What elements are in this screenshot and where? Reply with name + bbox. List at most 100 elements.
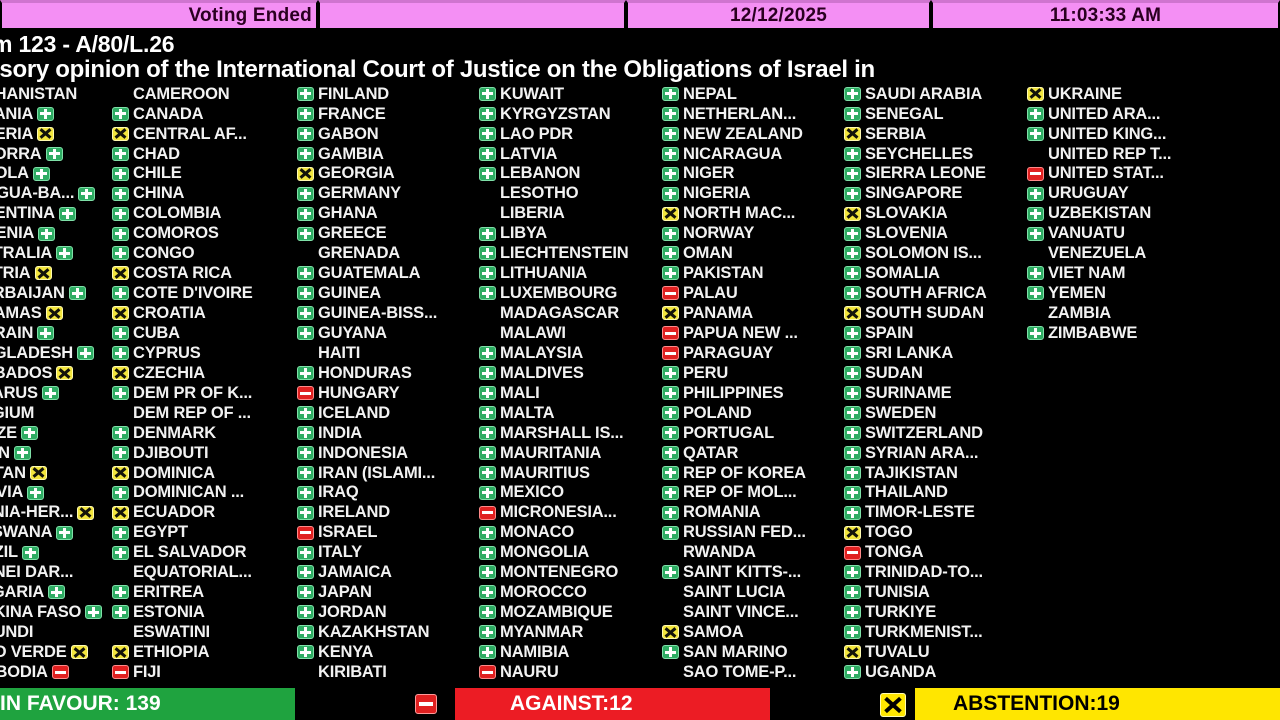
yes-vote-icon [112,106,129,121]
yes-vote-icon [112,346,129,361]
country-vote-row: TONGA [844,543,1027,563]
country-name: MBODIA [0,662,48,681]
abstention-vote-icon [1027,86,1044,101]
country-name: BO VERDE [0,642,67,661]
country-name: TIMOR-LESTE [865,503,975,522]
country-name: TRINIDAD-TO... [865,563,983,582]
country-name: UNEI DAR... [0,563,74,582]
country-vote-row: JAPAN [297,582,479,602]
country-vote-row: CONGO [112,244,297,264]
country-vote-row: SAINT VINCE... [662,602,844,622]
country-vote-row: KUWAIT [479,84,662,104]
country-vote-row: LIBERIA [479,204,662,224]
vote-column-5: SAUDI ARABIA SENEGAL SERBIA SEYCHELLES SIERR… [844,84,1027,680]
yes-vote-icon [662,425,679,440]
country-vote-row: LGARIA [0,582,112,602]
country-vote-row: DEM REP OF ... [112,403,297,423]
country-name: SYRIAN ARA... [865,443,979,462]
country-vote-row: LGIUM [0,403,112,423]
yes-vote-icon [662,465,679,480]
vote-column-2: FINLAND FRANCE GABON GAMBIA GEORGIA GERMANY GH… [297,84,479,680]
country-vote-row: UGANDA [844,662,1027,682]
country-vote-row: ZAMBIA [1027,303,1227,323]
country-name: CHINA [133,184,185,203]
country-vote-row: TOGO [844,523,1027,543]
country-name: NORWAY [683,224,755,243]
country-vote-row: SLOVENIA [844,224,1027,244]
country-name: KYRGYZSTAN [500,104,611,123]
country-vote-row: RUSSIAN FED... [662,523,844,543]
tally-against: AGAINST:12 [455,688,770,720]
country-vote-row: GEORGIA [297,164,479,184]
yes-vote-icon [297,226,314,241]
country-name: KENYA [318,642,374,661]
country-vote-row: MONACO [479,523,662,543]
yes-vote-icon [662,186,679,201]
country-vote-row: MONTENEGRO [479,563,662,583]
country-name: MYANMAR [500,623,584,642]
country-name: LIVIA [0,483,24,502]
country-vote-row: HAMAS [0,303,112,323]
country-vote-row: OMAN [662,244,844,264]
country-vote-row: GUATEMALA [297,263,479,283]
yes-vote-icon [45,146,63,161]
country-vote-row: GUINEA [297,283,479,303]
country-vote-row: RBADOS [0,363,112,383]
country-vote-row: KAZAKHSTAN [297,622,479,642]
not-voting-icon [479,187,496,201]
yes-vote-icon [844,405,861,420]
country-name: PAKISTAN [683,264,764,283]
yes-vote-icon [662,525,679,540]
country-vote-row: HAITI [297,343,479,363]
yes-vote-icon [479,565,496,580]
country-vote-row: NAURU [479,662,662,682]
yes-vote-icon [297,326,314,341]
country-vote-row: NEPAL [662,84,844,104]
country-name: EGYPT [133,523,188,542]
country-vote-row: GRENADA [297,244,479,264]
yes-vote-icon [479,286,496,301]
yes-vote-icon [662,106,679,121]
country-vote-row: NORTH MAC... [662,204,844,224]
country-vote-row: MALAYSIA [479,343,662,363]
country-vote-row: AZIL [0,543,112,563]
country-name: DJIBOUTI [133,443,209,462]
country-vote-row: DOMINICA [112,463,297,483]
no-vote-icon [844,545,861,560]
yes-vote-icon [37,106,55,121]
country-name: INDIA [318,423,362,442]
country-name: TUNISIA [865,583,930,602]
country-vote-row: RUNDI [0,622,112,642]
country-vote-row: ICELAND [297,403,479,423]
country-name: GENTINA [0,204,55,223]
yes-vote-icon [662,146,679,161]
yes-vote-icon [1027,106,1044,121]
yes-vote-icon [844,106,861,121]
yes-vote-icon [844,485,861,500]
country-vote-row: JORDAN [297,602,479,622]
country-vote-row: EGYPT [112,523,297,543]
country-vote-row: INDONESIA [297,443,479,463]
country-vote-row: ERITREA [112,582,297,602]
country-name: SPAIN [865,323,914,342]
country-name: QATAR [683,443,739,462]
country-vote-row: CUBA [112,323,297,343]
country-name: CENTRAL AF... [133,124,247,143]
country-vote-row: GHANISTAN [0,84,112,104]
country-vote-row: CHINA [112,184,297,204]
country-vote-row: ISRAEL [297,523,479,543]
country-name: HAMAS [0,304,42,323]
country-vote-row: SEYCHELLES [844,144,1027,164]
country-vote-row: COSTA RICA [112,263,297,283]
country-name: DOMINICA [133,463,215,482]
country-vote-row: MOROCCO [479,582,662,602]
yes-vote-icon [27,485,45,500]
abstention-vote-icon [77,505,95,520]
country-vote-row: SOUTH SUDAN [844,303,1027,323]
yes-vote-icon [479,266,496,281]
country-name: NAMIBIA [500,642,570,661]
yes-vote-icon [844,346,861,361]
country-name: RWANDA [683,543,756,562]
country-vote-row: LIZE [0,423,112,443]
country-vote-row: MENIA [0,224,112,244]
